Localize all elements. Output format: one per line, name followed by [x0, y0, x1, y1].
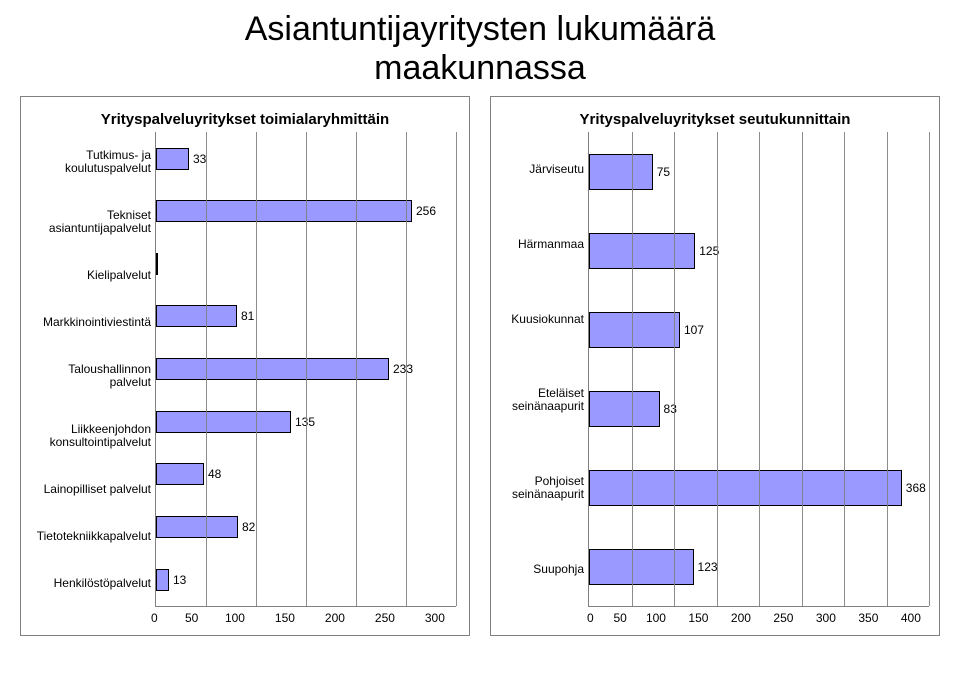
bar — [589, 312, 680, 348]
left-x-axis: 0 50 100 150 200 250 300 — [31, 611, 459, 625]
x-tick: 100 — [646, 611, 666, 625]
bar-value-label: 82 — [242, 520, 255, 534]
category-label: Tutkimus- jakoulutuspalvelut — [31, 149, 151, 175]
x-tick: 0 — [587, 611, 594, 625]
bar — [589, 470, 902, 506]
right-bars-area: 7512510783368123 — [588, 132, 929, 607]
bar-value-label: 13 — [173, 573, 186, 587]
bar-value-label: 75 — [657, 165, 670, 179]
charts-row: Yrityspalveluyritykset toimialaryhmittäi… — [20, 96, 940, 636]
bar — [156, 200, 412, 222]
left-chart-title: Yrityspalveluyritykset toimialaryhmittäi… — [31, 111, 459, 128]
x-tick: 250 — [375, 611, 395, 625]
category-label: Liikkeenjohdonkonsultointipalvelut — [31, 423, 151, 449]
right-chart: Yrityspalveluyritykset seutukunnittain J… — [490, 96, 940, 636]
x-tick: 50 — [185, 611, 198, 625]
x-tick: 50 — [613, 611, 626, 625]
category-label: Markkinointiviestintä — [31, 316, 151, 329]
category-label: Kielipalvelut — [31, 269, 151, 282]
bar-value-label: 48 — [208, 467, 221, 481]
right-plot-area: Järviseutu Härmanmaa Kuusiokunnat Eteläiset… — [501, 132, 929, 607]
category-label: Kuusiokunnat — [501, 313, 584, 326]
title-line-2: maakunnassa — [374, 49, 586, 87]
x-tick: 250 — [773, 611, 793, 625]
gridline — [759, 132, 760, 606]
gridline — [456, 132, 457, 606]
gridline — [929, 132, 930, 606]
right-chart-title: Yrityspalveluyritykset seutukunnittain — [501, 111, 929, 128]
bar — [589, 549, 694, 585]
bar-value-label: 33 — [193, 152, 206, 166]
bar — [589, 233, 695, 269]
x-tick: 400 — [901, 611, 921, 625]
bar — [156, 305, 237, 327]
bar — [589, 154, 653, 190]
left-category-labels: Tutkimus- jakoulutuspalvelut Teknisetasia… — [31, 132, 155, 607]
right-x-ticks: 050100150200250300350400 — [591, 611, 931, 625]
gridline — [406, 132, 407, 606]
x-tick: 200 — [731, 611, 751, 625]
title-line-1: Asiantuntijayritysten lukumäärä — [245, 10, 716, 48]
x-tick: 100 — [225, 611, 245, 625]
page: Asiantuntijayritysten lukumäärä maakunna… — [0, 0, 960, 685]
x-tick: 300 — [816, 611, 836, 625]
bar-value-label: 107 — [684, 323, 704, 337]
gridline — [717, 132, 718, 606]
bar-value-label: 233 — [393, 362, 413, 376]
bar — [156, 463, 204, 485]
bar — [156, 569, 169, 591]
x-tick: 350 — [858, 611, 878, 625]
bar-value-label: 368 — [906, 481, 926, 495]
category-label: Lainopilliset palvelut — [31, 483, 151, 496]
bar — [156, 148, 189, 170]
bar — [156, 358, 389, 380]
bar — [156, 411, 291, 433]
right-category-labels: Järviseutu Härmanmaa Kuusiokunnat Eteläiset… — [501, 132, 588, 607]
gridline — [674, 132, 675, 606]
gridline — [802, 132, 803, 606]
category-label: Tietotekniikkapalvelut — [31, 530, 151, 543]
bar — [156, 253, 158, 275]
category-label: Pohjoisetseinänaapurit — [501, 475, 584, 501]
left-plot-area: Tutkimus- jakoulutuspalvelut Teknisetasia… — [31, 132, 459, 607]
gridline — [306, 132, 307, 606]
right-x-axis: 0 50 100 150 200 250 300 350 400 — [501, 611, 929, 625]
gridline — [632, 132, 633, 606]
gridline — [356, 132, 357, 606]
gridline — [206, 132, 207, 606]
gridline — [887, 132, 888, 606]
category-label: Eteläisetseinänaapurit — [501, 387, 584, 413]
x-tick: 150 — [275, 611, 295, 625]
bar — [156, 516, 238, 538]
category-label: Suupohja — [501, 563, 584, 576]
bar-value-label: 256 — [416, 204, 436, 218]
category-label: Teknisetasiantuntijapalvelut — [31, 209, 151, 235]
gridline — [256, 132, 257, 606]
category-label: Järviseutu — [501, 163, 584, 176]
left-chart: Yrityspalveluyritykset toimialaryhmittäi… — [20, 96, 470, 636]
x-tick: 0 — [151, 611, 158, 625]
category-label: Härmanmaa — [501, 238, 584, 251]
category-label: Taloushallinnon palvelut — [31, 363, 151, 389]
left-bars-area: 3325681233135488213 — [155, 132, 456, 607]
bar-value-label: 123 — [698, 560, 718, 574]
x-tick: 200 — [325, 611, 345, 625]
category-label: Henkilöstöpalvelut — [31, 577, 151, 590]
left-x-ticks: 050100150200250300 — [155, 611, 455, 625]
bar-value-label: 81 — [241, 309, 254, 323]
x-tick: 300 — [425, 611, 445, 625]
bar — [589, 391, 660, 427]
gridline — [844, 132, 845, 606]
x-tick: 150 — [688, 611, 708, 625]
page-title: Asiantuntijayritysten lukumäärä maakunna… — [20, 10, 940, 88]
